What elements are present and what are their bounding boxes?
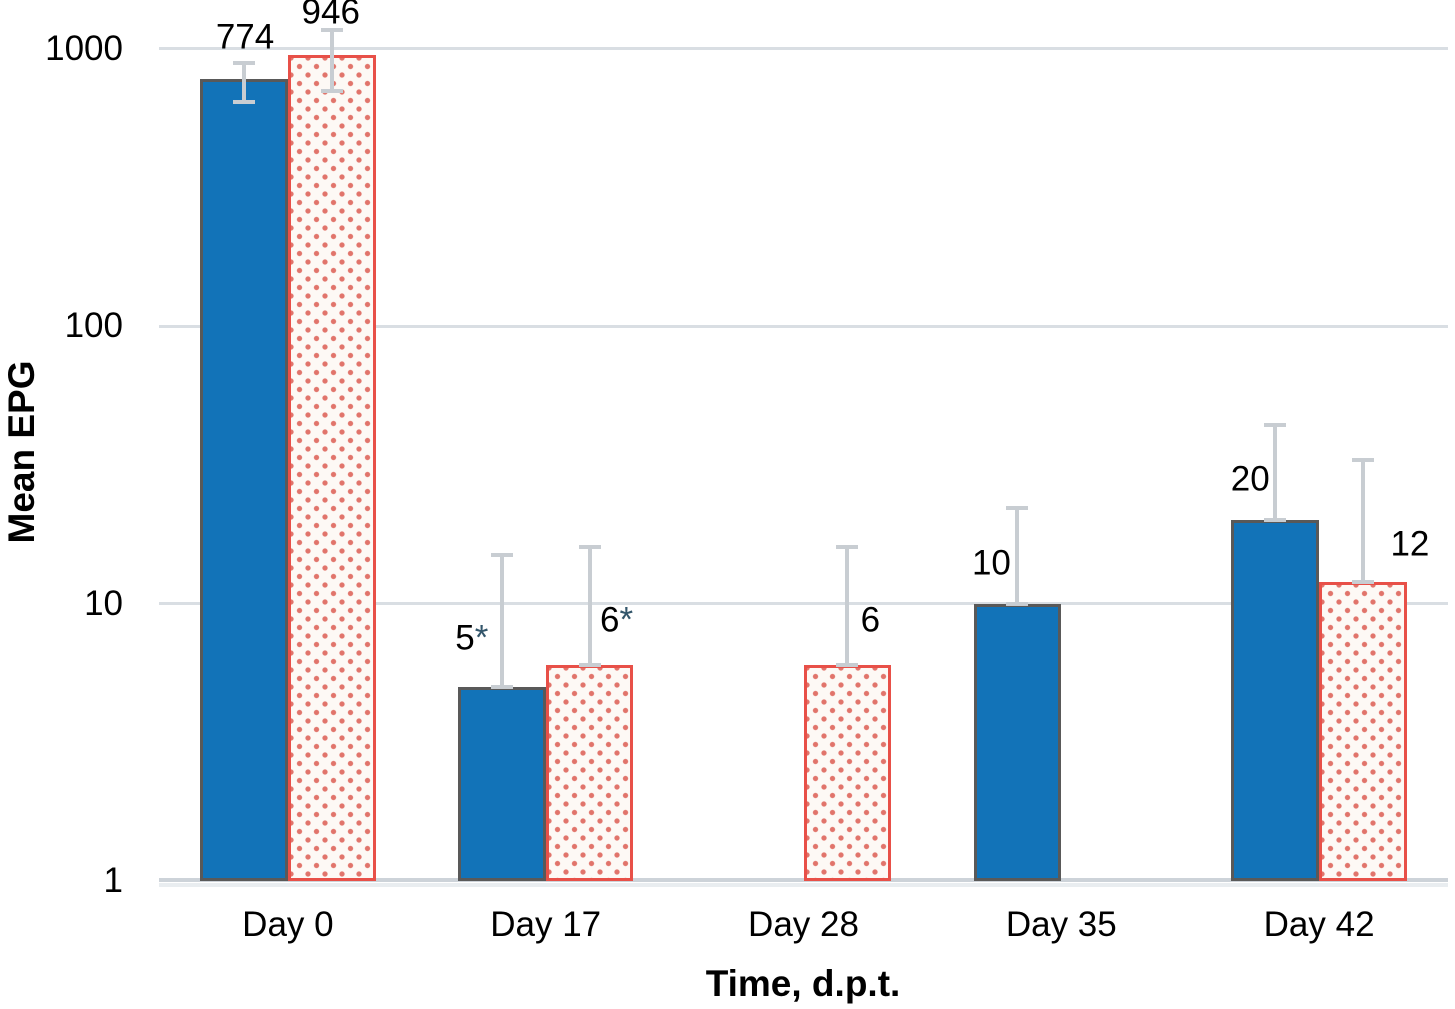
x-axis-title: Time, d.p.t. bbox=[705, 963, 901, 1004]
x-tick-label-day35: Day 35 bbox=[1005, 905, 1117, 944]
data-label: 6 bbox=[860, 600, 881, 640]
error-bar-cap-top bbox=[320, 27, 343, 32]
error-bar-line bbox=[499, 554, 504, 688]
data-label: 946 bbox=[301, 0, 360, 32]
error-bar-cap-top bbox=[1264, 422, 1287, 427]
error-bar-line bbox=[1015, 508, 1020, 604]
error-bar-cap-bottom bbox=[836, 663, 859, 668]
y-tick-label: 1000 bbox=[45, 28, 123, 68]
error-bar-cap-top bbox=[233, 60, 256, 65]
bar-solid-blue-day17 bbox=[458, 687, 546, 881]
bar-solid-blue-day0 bbox=[200, 79, 288, 881]
error-bar-cap-top bbox=[1006, 506, 1029, 511]
x-tick-label-day42: Day 42 bbox=[1263, 905, 1375, 944]
error-bar-cap-bottom bbox=[1264, 517, 1287, 522]
error-bar-line bbox=[1273, 424, 1278, 520]
data-label: 20 bbox=[1230, 459, 1270, 499]
gridline-100 bbox=[159, 324, 1448, 328]
error-bar-cap-top bbox=[1351, 457, 1374, 462]
data-label: 12 bbox=[1390, 524, 1430, 564]
data-label: 6* bbox=[600, 600, 634, 640]
x-axis-line-shadow bbox=[159, 883, 1448, 887]
bar-dotted-red-day42 bbox=[1319, 581, 1407, 881]
significance-asterisk: * bbox=[474, 618, 489, 658]
error-bar-cap-top bbox=[578, 544, 601, 549]
error-bar-cap-bottom bbox=[1351, 579, 1374, 584]
y-tick-label: 1 bbox=[103, 861, 123, 900]
error-bar-cap-bottom bbox=[490, 685, 513, 690]
data-label: 10 bbox=[971, 543, 1011, 583]
bar-solid-blue-day42 bbox=[1231, 519, 1320, 881]
error-bar-cap-top bbox=[836, 544, 859, 549]
data-label: 774 bbox=[215, 17, 275, 57]
bar-solid-blue-day35 bbox=[973, 603, 1062, 881]
x-tick-label-day28: Day 28 bbox=[748, 905, 859, 944]
error-bar-cap-bottom bbox=[320, 89, 343, 94]
error-bar-line bbox=[242, 62, 247, 103]
gridline-10 bbox=[159, 602, 1448, 605]
bar-dotted-red-day17 bbox=[545, 665, 634, 881]
bar-dotted-red-day0 bbox=[287, 55, 376, 881]
error-bar-cap-bottom bbox=[1006, 601, 1029, 606]
error-bar-cap-top bbox=[490, 552, 513, 557]
error-bar-cap-bottom bbox=[578, 663, 601, 668]
gridline-1000 bbox=[159, 47, 1448, 50]
error-bar-line bbox=[845, 546, 850, 666]
bar-dotted-red-day28 bbox=[803, 665, 892, 881]
y-tick-label: 10 bbox=[84, 583, 123, 623]
error-bar-cap-bottom bbox=[233, 100, 256, 105]
significance-asterisk: * bbox=[619, 600, 634, 640]
y-tick-label: 100 bbox=[64, 306, 123, 345]
data-label: 5* bbox=[455, 618, 489, 658]
error-bar-line bbox=[1360, 459, 1365, 582]
x-tick-label-day17: Day 17 bbox=[490, 905, 602, 944]
error-bar-line bbox=[329, 29, 334, 92]
x-tick-label-day0: Day 0 bbox=[242, 905, 334, 944]
error-bar-line bbox=[587, 546, 592, 666]
